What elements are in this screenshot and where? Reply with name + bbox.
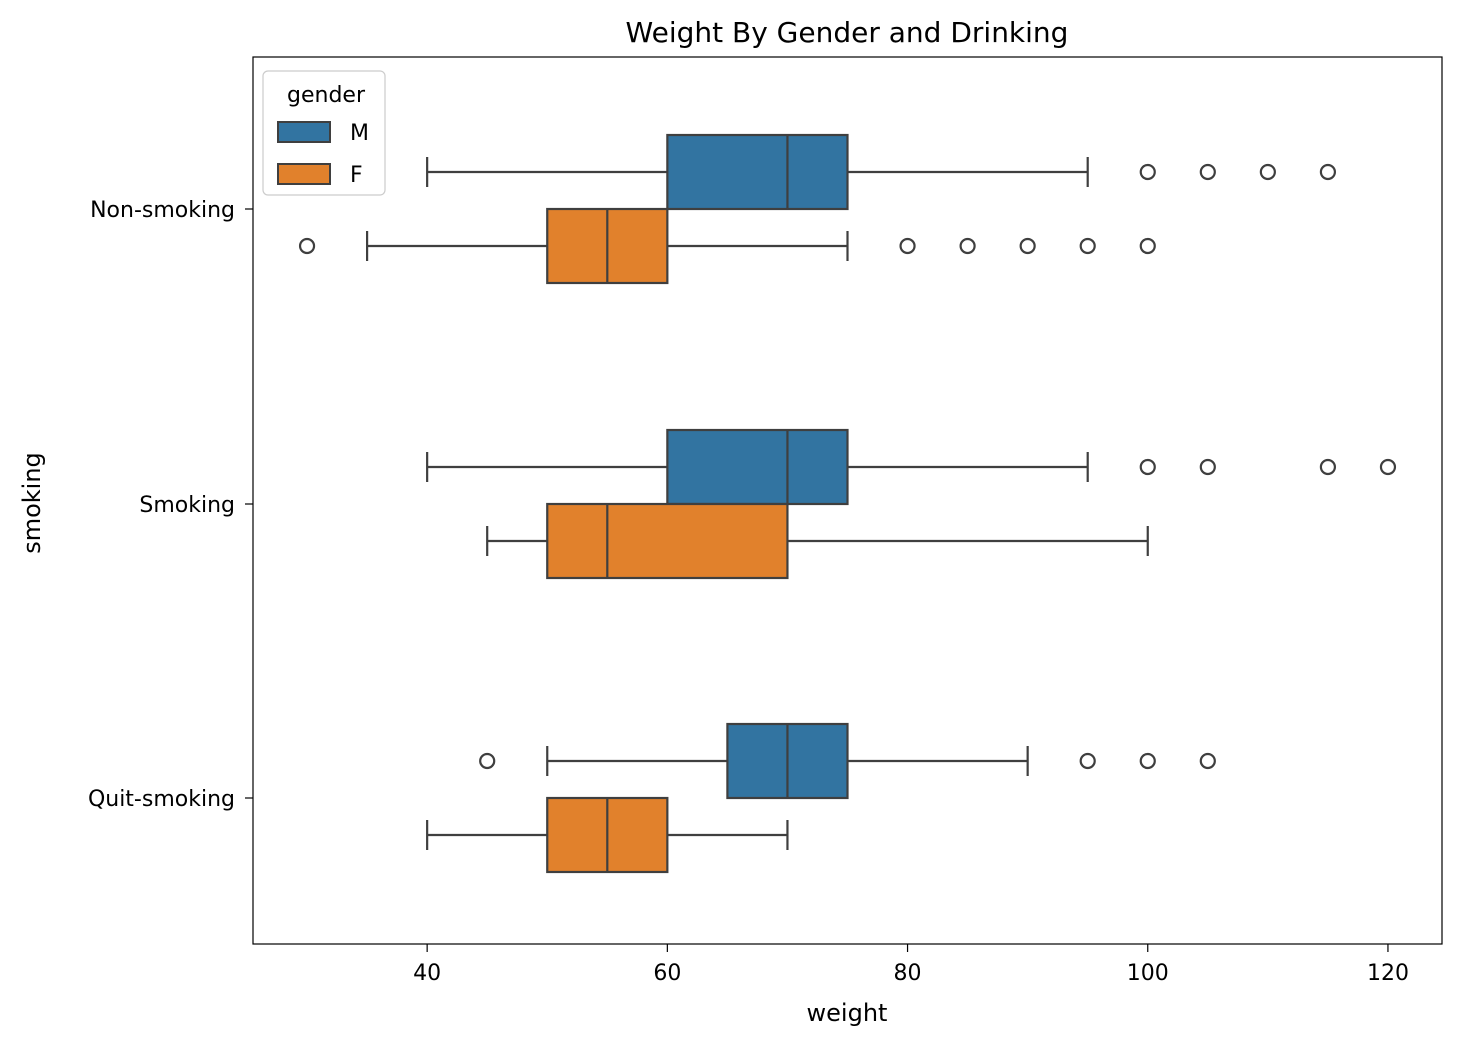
legend-label-F: F (350, 163, 363, 188)
outlier-point (298, 237, 316, 255)
chart-title: Weight By Gender and Drinking (626, 16, 1069, 49)
outlier-point (1199, 163, 1216, 181)
legend-title: gender (287, 83, 366, 108)
outlier-point (1259, 163, 1276, 181)
x-tick-label: 60 (653, 961, 681, 986)
outlier-point (1079, 237, 1096, 255)
x-tick-label: 100 (1127, 961, 1169, 986)
y-tick-label: Non-smoking (90, 198, 235, 223)
box-iqr (666, 428, 849, 506)
box-group-F-Quit-smoking (426, 796, 789, 874)
legend: gender MF (262, 70, 386, 196)
y-tick-label: Smoking (139, 493, 235, 518)
outlier-point (1139, 458, 1156, 476)
x-axis-label: weight (807, 999, 888, 1027)
box-iqr (546, 502, 789, 580)
y-tick-label: Quit-smoking (88, 787, 235, 812)
outlier-point (1199, 752, 1216, 770)
outlier-point (899, 237, 916, 255)
outlier-point (1079, 752, 1096, 770)
outlier-point (479, 752, 496, 770)
outlier-point (1379, 458, 1397, 476)
outlier-point (1139, 163, 1156, 181)
outlier-point (1319, 163, 1337, 181)
outlier-point (1139, 752, 1156, 770)
outlier-point (1199, 458, 1216, 476)
box-group-F-Non-smoking (298, 207, 1156, 285)
outlier-point (1019, 237, 1036, 255)
y-axis-label: smoking (18, 452, 46, 554)
box-group-F-Smoking (486, 502, 1149, 580)
legend-label-M: M (350, 121, 369, 146)
box-group-M-Smoking (426, 428, 1397, 506)
x-tick-label: 40 (413, 961, 441, 986)
outlier-point (1139, 237, 1156, 255)
x-tick-label: 80 (894, 961, 922, 986)
outlier-point (1319, 458, 1337, 476)
plot-area (252, 56, 1443, 945)
box-iqr (666, 133, 849, 211)
outlier-point (959, 237, 976, 255)
box-group-M-Quit-smoking (479, 722, 1216, 800)
legend-swatch-F (277, 163, 331, 185)
box-group-M-Non-smoking (426, 133, 1337, 211)
legend-swatch-M (277, 121, 331, 143)
x-tick-label: 120 (1367, 961, 1409, 986)
